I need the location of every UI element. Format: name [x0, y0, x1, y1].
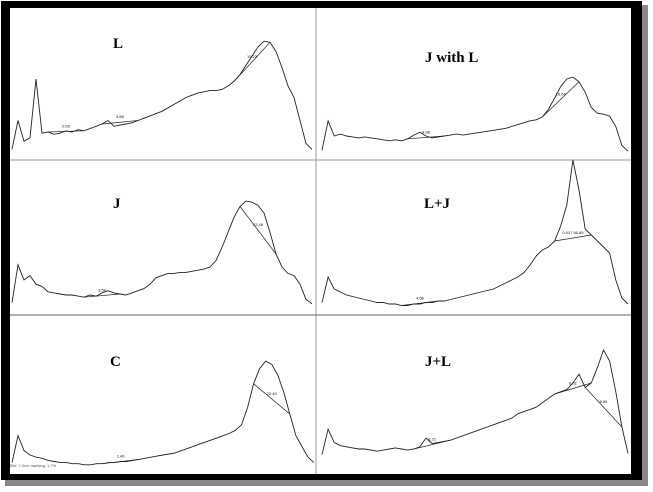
trace-line-3 — [11, 200, 313, 305]
peak-baseline-2-2 — [542, 81, 580, 118]
peak-baseline-4-2 — [554, 234, 592, 242]
peak-label-4-1: 4.68 — [416, 295, 425, 300]
peak-label-6-3: 8.56 — [600, 399, 609, 404]
peak-baseline-3-2 — [239, 206, 277, 255]
peak-baseline-6-3 — [584, 387, 623, 428]
peak-label-3-2: 22.46 — [253, 222, 264, 227]
panel-title-c: C — [110, 354, 121, 370]
panel-title-j: J — [113, 196, 121, 212]
peak-baseline-2-1 — [407, 135, 445, 140]
peak-label-6-2: 6.92 — [569, 381, 578, 386]
peak-baseline-6-1 — [413, 439, 451, 450]
trace-line-5 — [11, 360, 315, 466]
peak-label-5-1: 1.40 — [117, 454, 126, 459]
panel-background — [10, 8, 631, 474]
peak-label-1-2: 4.86 — [116, 114, 125, 119]
peak-baseline-5-1 — [102, 459, 139, 465]
peak-baseline-5-2 — [253, 383, 291, 415]
peak-baseline-1-3 — [233, 42, 271, 82]
peak-label-2-2: 15.54 — [556, 91, 567, 96]
footnote: BW: 7.0cm marking: 1.7% — [10, 463, 57, 468]
peak-label-5-2: 22.40 — [267, 391, 278, 396]
trace-line-1 — [11, 40, 313, 150]
panel-title-l: L — [113, 36, 124, 52]
peak-baseline-4-1 — [401, 300, 439, 306]
peak-label-1-3: 15.23 — [247, 54, 258, 59]
peak-baseline-1-1 — [47, 130, 85, 133]
peak-label-3-1: 3.54 — [98, 288, 107, 293]
panel-title-l-plus-j: L+J — [424, 196, 451, 212]
trace-line-4 — [321, 159, 629, 306]
peak-label-4-2: 0.017 66.89 — [562, 230, 584, 235]
peak-label-6-1: 8.21 — [428, 437, 437, 442]
peak-label-1-1: 0.59 — [62, 123, 71, 128]
peak-baseline-6-2 — [554, 382, 592, 395]
peak-baseline-1-2 — [101, 120, 139, 125]
peak-baseline-3-1 — [83, 293, 121, 298]
peak-label-2-1: 4.98 — [422, 129, 431, 134]
panel-title-j-with-l: J with L — [425, 50, 479, 66]
trace-line-6 — [321, 348, 629, 455]
panel-title-j-plus-l: J+L — [425, 354, 452, 370]
trace-line-2 — [321, 76, 629, 152]
